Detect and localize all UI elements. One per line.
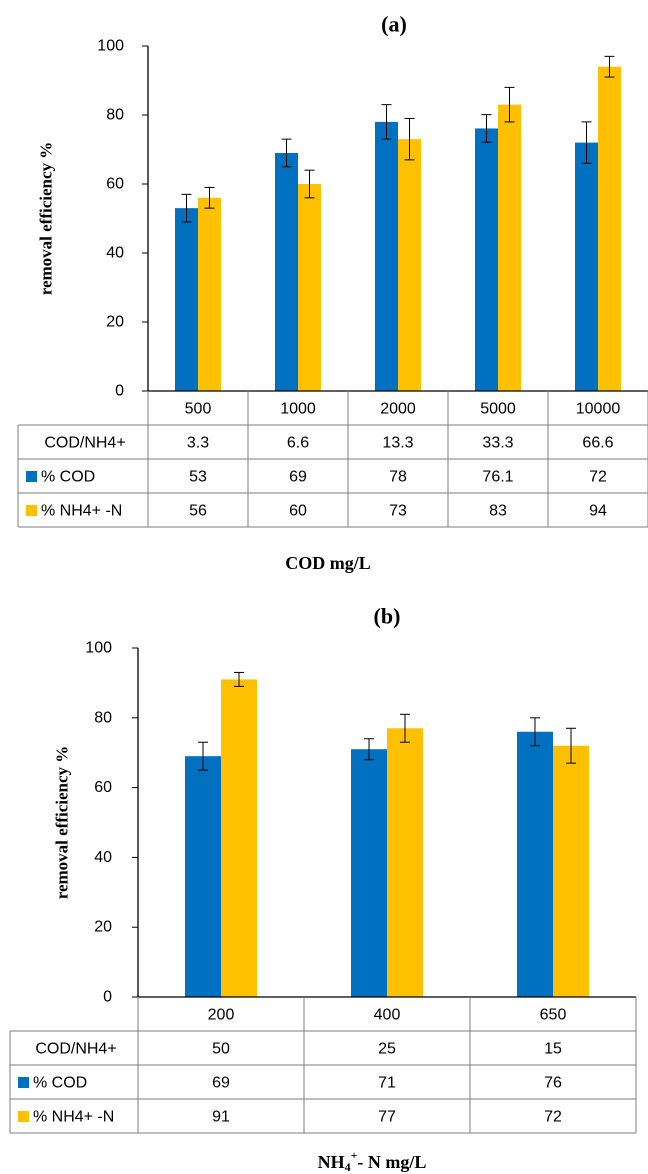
x-tick-label: 650 xyxy=(540,1007,567,1024)
table-row-label: COD/NH4+ xyxy=(44,435,125,452)
nh4-bar xyxy=(198,197,221,391)
table-cell: 73 xyxy=(389,503,407,520)
table-row-label: % NH4+ -N xyxy=(41,503,122,520)
cod-bar xyxy=(185,756,221,997)
table-cell: 94 xyxy=(589,503,607,520)
table-cell: 6.6 xyxy=(287,435,309,452)
table-cell: 60 xyxy=(289,503,307,520)
nh4-bar xyxy=(298,184,321,391)
chart-title: (a) xyxy=(381,12,407,37)
x-tick-label: 200 xyxy=(208,1007,235,1024)
y-tick-label: 100 xyxy=(97,38,124,55)
y-tick-label: 40 xyxy=(106,245,124,262)
x-axis-label: NH4+- N mg/L xyxy=(318,1148,427,1174)
legend-key-nh4 xyxy=(26,505,37,516)
table-cell: 50 xyxy=(212,1041,230,1058)
table-cell: 83 xyxy=(489,503,507,520)
y-tick-label: 60 xyxy=(94,779,112,796)
table-cell: 13.3 xyxy=(382,435,413,452)
y-tick-label: 0 xyxy=(115,383,124,400)
y-tick-label: 20 xyxy=(94,919,112,936)
cod-bar xyxy=(575,142,598,391)
y-axis-label: removal efficiency % xyxy=(37,142,56,296)
table-cell: 76 xyxy=(544,1075,562,1092)
table-row-label: % NH4+ -N xyxy=(33,1109,114,1126)
table-cell: 3.3 xyxy=(187,435,209,452)
x-tick-label: 10000 xyxy=(576,401,621,418)
cod-bar xyxy=(517,731,553,997)
table-row-label: % COD xyxy=(33,1075,87,1092)
x-tick-label: 1000 xyxy=(280,401,316,418)
table-cell: 91 xyxy=(212,1109,230,1126)
x-tick-label: 400 xyxy=(374,1007,401,1024)
nh4-bar xyxy=(398,139,421,391)
table-cell: 53 xyxy=(189,469,207,486)
cod-bar xyxy=(275,152,298,391)
nh4-bar xyxy=(387,728,423,997)
table-cell: 78 xyxy=(389,469,407,486)
nh4-bar xyxy=(553,745,589,997)
x-axis-label: COD mg/L xyxy=(285,553,371,573)
nh4-bar xyxy=(498,104,521,392)
table-cell: 66.6 xyxy=(582,435,613,452)
legend-key-cod xyxy=(26,471,37,482)
nh4-bar xyxy=(598,66,621,391)
y-tick-label: 40 xyxy=(94,849,112,866)
cod-bar xyxy=(375,121,398,392)
cod-bar xyxy=(475,128,498,391)
table-cell: 69 xyxy=(212,1075,230,1092)
y-tick-label: 100 xyxy=(85,640,112,657)
table-cell: 33.3 xyxy=(482,435,513,452)
nh4-bar xyxy=(221,679,257,997)
table-cell: 15 xyxy=(544,1041,562,1058)
table-cell: 69 xyxy=(289,469,307,486)
table-cell: 76.1 xyxy=(482,469,513,486)
y-tick-label: 80 xyxy=(106,107,124,124)
table-cell: 72 xyxy=(589,469,607,486)
table-cell: 77 xyxy=(378,1109,396,1126)
x-tick-label: 500 xyxy=(185,401,212,418)
cod-bar xyxy=(351,749,387,997)
y-tick-label: 20 xyxy=(106,314,124,331)
chart-title: (b) xyxy=(374,604,401,629)
y-tick-label: 0 xyxy=(103,989,112,1006)
table-cell: 25 xyxy=(378,1041,396,1058)
y-axis-label: removal efficiency % xyxy=(53,746,72,900)
y-tick-label: 80 xyxy=(94,709,112,726)
x-tick-label: 5000 xyxy=(480,401,516,418)
legend-key-nh4 xyxy=(18,1111,29,1122)
y-tick-label: 60 xyxy=(106,176,124,193)
table-row-label: COD/NH4+ xyxy=(35,1041,116,1058)
legend-key-cod xyxy=(18,1077,29,1088)
table-cell: 72 xyxy=(544,1109,562,1126)
table-row-label: % COD xyxy=(41,469,95,486)
table-cell: 71 xyxy=(378,1075,396,1092)
cod-bar xyxy=(175,208,198,391)
table-cell: 56 xyxy=(189,503,207,520)
x-tick-label: 2000 xyxy=(380,401,416,418)
